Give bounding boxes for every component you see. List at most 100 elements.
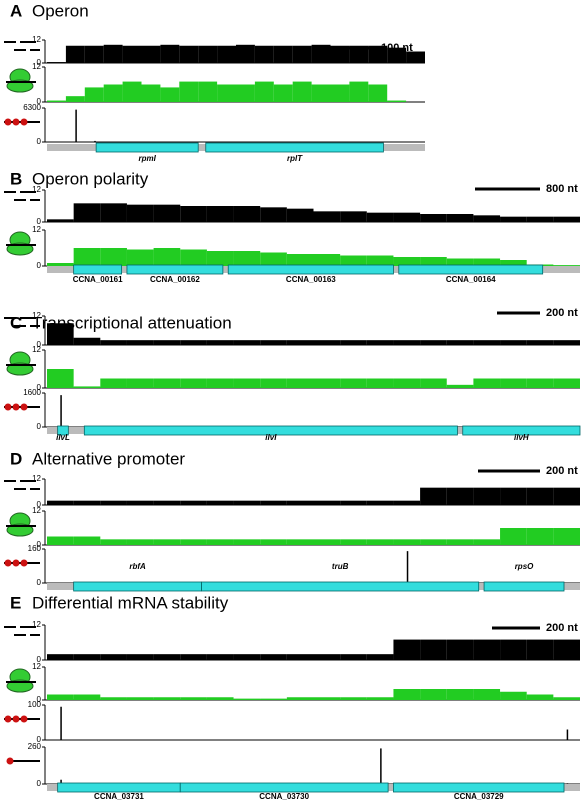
coverage xyxy=(198,45,218,63)
y-tick-label: 0 xyxy=(37,340,42,349)
coverage xyxy=(313,539,341,545)
coverage xyxy=(420,539,447,545)
coverage xyxy=(340,654,367,660)
coverage xyxy=(380,748,382,784)
coverage xyxy=(446,689,474,700)
coverage xyxy=(65,96,85,102)
coverage xyxy=(526,528,554,545)
coverage xyxy=(553,487,580,505)
coverage xyxy=(313,654,341,660)
y-tick-label: 0 xyxy=(37,735,42,744)
coverage xyxy=(393,378,421,388)
coverage xyxy=(100,248,127,266)
coverage xyxy=(446,539,474,545)
gene-label: rpmI xyxy=(138,154,156,163)
coverage xyxy=(473,539,501,545)
coverage xyxy=(311,44,331,63)
coverage xyxy=(473,258,501,266)
gene-box xyxy=(227,264,394,275)
coverage xyxy=(206,697,234,700)
y-tick-label: 12 xyxy=(32,185,41,194)
coverage xyxy=(340,539,367,545)
gene-label: rplT xyxy=(287,154,303,163)
coverage xyxy=(340,255,367,266)
coverage xyxy=(84,87,104,102)
coverage xyxy=(260,207,287,222)
coverage xyxy=(330,45,350,63)
y-tick-label: 0 xyxy=(37,578,42,587)
coverage xyxy=(286,208,314,222)
gene-label: CCNA_00162 xyxy=(150,275,200,284)
coverage xyxy=(553,639,580,660)
coverage xyxy=(286,654,314,660)
coverage xyxy=(233,378,261,388)
coverage xyxy=(180,654,207,660)
gene-box xyxy=(126,264,224,275)
coverage xyxy=(553,378,580,388)
coverage xyxy=(206,206,234,222)
coverage xyxy=(393,257,421,266)
y-tick-label: 0 xyxy=(37,655,42,664)
coverage xyxy=(260,340,287,345)
coverage xyxy=(73,386,101,388)
coverage xyxy=(236,44,255,63)
coverage xyxy=(153,539,181,545)
coverage xyxy=(60,395,62,427)
polysome-icon xyxy=(4,715,12,723)
coverage xyxy=(180,206,207,222)
y-tick-label: 0 xyxy=(37,217,42,226)
coverage xyxy=(273,45,293,63)
coverage xyxy=(473,378,501,388)
coverage xyxy=(500,260,527,266)
gene-label: CCNA_03729 xyxy=(454,792,504,800)
gene-box xyxy=(393,782,565,793)
coverage xyxy=(340,211,367,222)
gene-label: rpsO xyxy=(515,562,534,571)
coverage xyxy=(500,216,527,222)
coverage xyxy=(236,84,255,102)
coverage xyxy=(340,340,367,345)
coverage xyxy=(473,340,501,345)
coverage xyxy=(446,384,474,388)
y-tick-label: 100 xyxy=(28,700,42,709)
coverage xyxy=(179,45,199,63)
coverage xyxy=(553,265,580,266)
coverage xyxy=(553,216,580,222)
polysome-icon xyxy=(4,403,12,411)
coverage xyxy=(286,378,314,388)
coverage xyxy=(180,340,207,345)
y-tick-label: 0 xyxy=(37,500,42,509)
coverage xyxy=(526,487,554,505)
coverage xyxy=(500,528,527,545)
coverage xyxy=(233,500,261,505)
coverage xyxy=(420,639,447,660)
coverage xyxy=(233,539,261,545)
coverage xyxy=(153,500,181,505)
y-tick-label: 0 xyxy=(37,540,42,549)
gene-box xyxy=(83,425,458,436)
coverage xyxy=(473,215,501,222)
coverage xyxy=(153,248,181,266)
y-tick-label: 12 xyxy=(32,35,41,44)
y-tick-label: 0 xyxy=(37,383,42,392)
coverage xyxy=(206,340,234,345)
coverage xyxy=(286,254,314,266)
coverage xyxy=(260,539,287,545)
coverage xyxy=(198,81,218,102)
coverage xyxy=(500,487,527,505)
coverage xyxy=(75,109,77,142)
coverage xyxy=(100,203,127,222)
coverage xyxy=(313,378,341,388)
coverage xyxy=(47,654,74,660)
coverage xyxy=(292,45,312,63)
coverage xyxy=(446,340,474,345)
coverage xyxy=(60,779,62,784)
polysome-icon xyxy=(12,118,20,126)
coverage xyxy=(387,47,407,63)
coverage xyxy=(47,694,74,700)
panel-letter: D xyxy=(10,449,22,468)
coverage xyxy=(153,204,181,222)
coverage xyxy=(254,81,274,102)
coverage xyxy=(366,654,394,660)
